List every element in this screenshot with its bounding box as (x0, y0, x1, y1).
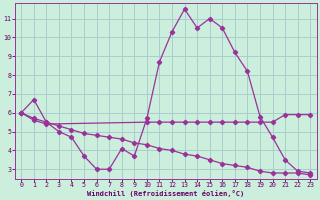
X-axis label: Windchill (Refroidissement éolien,°C): Windchill (Refroidissement éolien,°C) (87, 190, 244, 197)
